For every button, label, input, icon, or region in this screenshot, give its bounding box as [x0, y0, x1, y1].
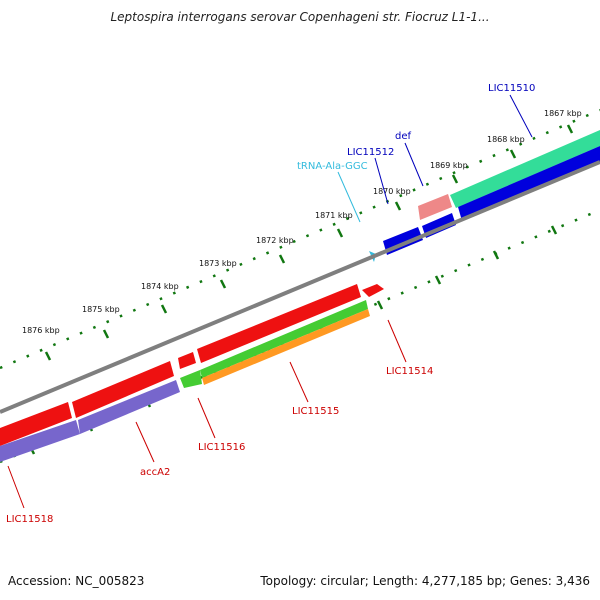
genome-summary-text: Topology: circular; Length: 4,277,185 bp…: [260, 574, 590, 588]
label-LIC11516: LIC11516: [198, 442, 245, 453]
red-gene-track: [0, 284, 384, 446]
label-LIC11512: LIC11512: [347, 147, 394, 158]
gene-red-LIC11515: [197, 284, 361, 363]
leader-LIC11518: [7, 465, 25, 509]
gene-red-LIC11518: [0, 402, 72, 446]
label-accA2: accA2: [140, 467, 170, 478]
leader-LIC11514: [387, 319, 407, 363]
teal-gene-track: [418, 130, 600, 220]
gene-labels: LIC11510 def LIC11512 tRNA-Ala-GGC LIC11…: [6, 83, 535, 525]
major-tick: [550, 225, 558, 235]
leader-LIC11512: [374, 157, 389, 205]
tick-label-1869: 1869 kbp: [430, 161, 468, 170]
gene-teal-LIC11510: [450, 130, 600, 208]
leader-LIC11510: [509, 94, 533, 138]
purple-gene-track: [0, 380, 180, 462]
gene-orange-LIC11515: [202, 309, 370, 385]
major-tick: [102, 329, 110, 339]
label-LIC11510: LIC11510: [488, 83, 535, 94]
label-LIC11514: LIC11514: [386, 366, 433, 377]
leader-LIC11515: [289, 361, 309, 403]
gene-green-LIC11516: [180, 370, 202, 388]
accession-text: Accession: NC_005823: [8, 574, 145, 588]
major-tick: [336, 228, 344, 238]
label-LIC11518: LIC11518: [6, 514, 53, 525]
tick-label-1867: 1867 kbp: [544, 109, 582, 118]
tick-label-1872: 1872 kbp: [256, 236, 294, 245]
label-trna-ala-ggc: tRNA-Ala-GGC: [297, 161, 368, 172]
gene-red-LIC11514: [362, 284, 384, 297]
label-leader-lines: [7, 94, 533, 509]
tick-label-1873: 1873 kbp: [199, 259, 237, 268]
tick-label-1876: 1876 kbp: [22, 326, 60, 335]
major-tick: [451, 174, 459, 184]
genome-title: Leptospira interrogans serovar Copenhage…: [110, 10, 490, 24]
gene-red-accA2: [72, 361, 174, 418]
gene-blue-LIC11510: [458, 146, 600, 221]
major-tick: [434, 275, 442, 285]
label-def: def: [395, 131, 412, 142]
major-tick: [376, 300, 384, 310]
tick-labels: 1867 kbp 1868 kbp 1869 kbp 1870 kbp 1871…: [22, 109, 582, 335]
leader-LIC11516: [197, 397, 216, 439]
major-tick: [394, 201, 402, 211]
tick-label-1874: 1874 kbp: [141, 282, 179, 291]
major-tick: [44, 351, 52, 361]
tick-label-1871: 1871 kbp: [315, 211, 353, 220]
gene-pink-def: [418, 194, 452, 220]
tick-label-1868: 1868 kbp: [487, 135, 525, 144]
leader-def: [404, 142, 424, 187]
leader-accA2: [135, 421, 155, 463]
major-tick: [492, 250, 500, 260]
tick-label-1875: 1875 kbp: [82, 305, 120, 314]
green-gene-track: [180, 300, 368, 388]
gene-purple-accA2: [78, 380, 180, 434]
major-tick: [566, 124, 574, 134]
major-tick: [219, 279, 227, 289]
genome-backbone: [0, 160, 600, 414]
gene-red-LIC11516: [178, 352, 196, 369]
major-tick: [509, 149, 517, 159]
major-tick: [278, 254, 286, 264]
major-tick: [160, 304, 168, 314]
gene-green-LIC11515: [200, 300, 368, 378]
orange-gene-track: [202, 309, 370, 385]
label-LIC11515: LIC11515: [292, 406, 339, 417]
leader-trna: [337, 171, 361, 223]
gene-purple-LIC11518: [0, 420, 80, 462]
upper-major-ticks: [44, 124, 574, 361]
tick-label-1870: 1870 kbp: [373, 187, 411, 196]
